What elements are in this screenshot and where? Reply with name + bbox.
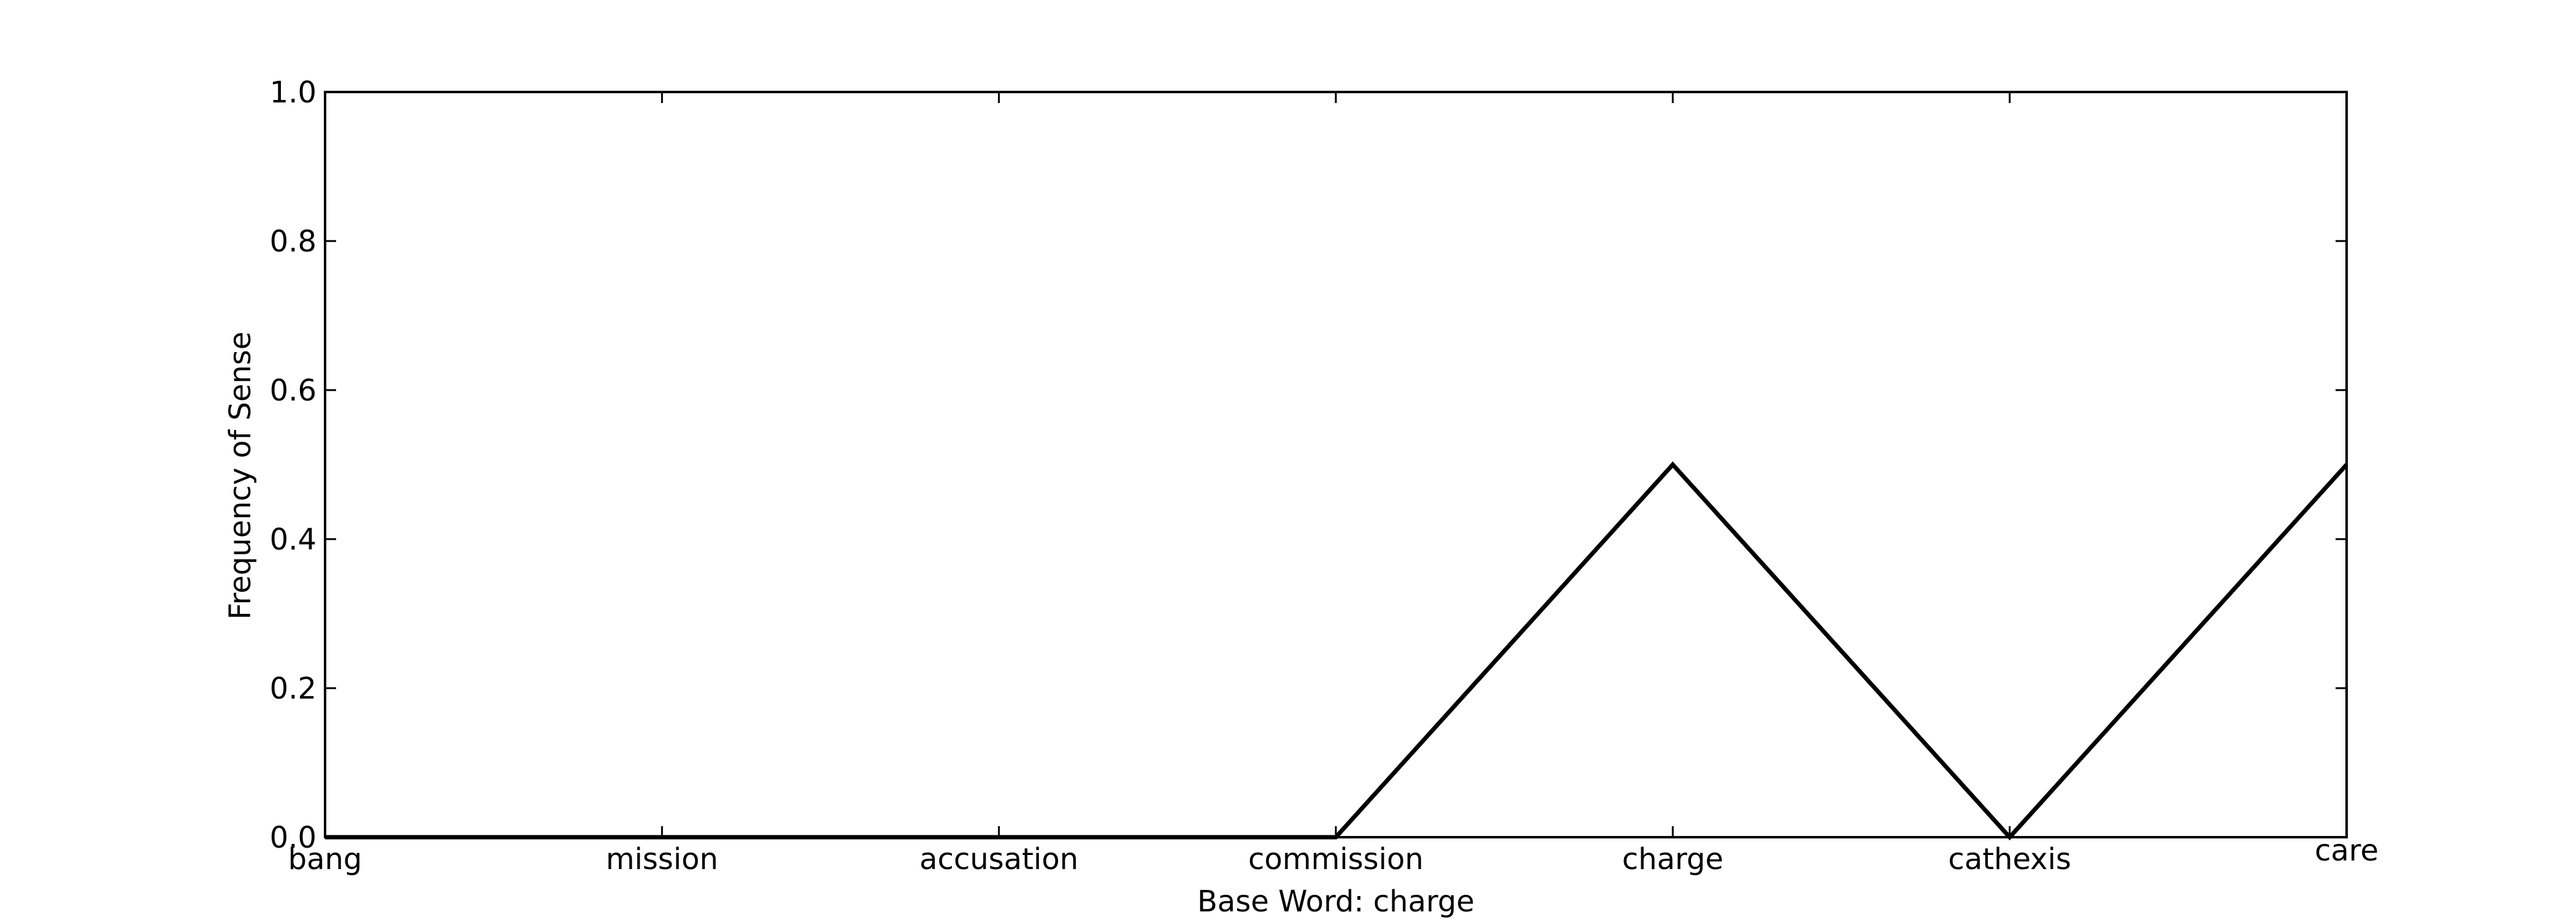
x-tick-label: accusation — [919, 842, 1078, 876]
y-axis-label: Frequency of Sense — [223, 332, 258, 620]
y-tick-label: 0.0 — [270, 821, 316, 855]
labels-layer: 0.0 0.2 0.4 0.6 0.8 1.0 bang mission accusation c… — [270, 75, 2379, 876]
x-tick-label: care — [2315, 834, 2379, 868]
x-tick-label: bang — [288, 842, 362, 876]
y-tick-label: 0.8 — [270, 224, 316, 259]
y-tick-label: 0.2 — [270, 672, 316, 706]
y-tick-label: 0.6 — [270, 374, 316, 408]
x-axis-label: Base Word: charge — [1197, 884, 1474, 919]
x-tick-label: mission — [606, 842, 718, 876]
x-tick-label: cathexis — [1948, 842, 2071, 876]
x-tick-label: commission — [1248, 842, 1424, 876]
plot-frame — [324, 91, 2348, 838]
y-tick-label: 0.4 — [270, 523, 316, 557]
x-tick-label: charge — [1622, 842, 1723, 876]
y-tick-label: 1.0 — [270, 75, 316, 110]
